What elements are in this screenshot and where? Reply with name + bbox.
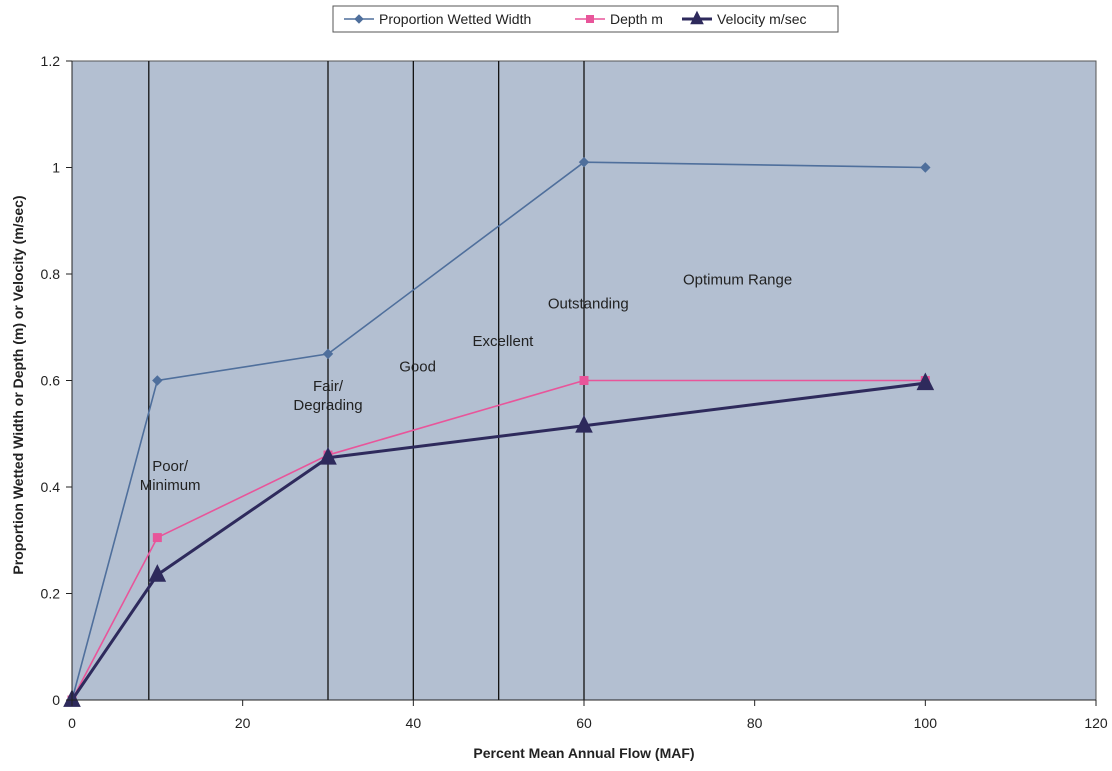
zone-label-2: Good [399,358,436,375]
y-axis: 0 0.2 0.4 0.6 0.8 1 1.2 [41,53,73,708]
x-axis-label: Percent Mean Annual Flow (MAF) [473,745,694,761]
zone-label-line: Outstanding [548,296,629,313]
legend-marker-1 [586,15,594,23]
data-point-0-4 [920,162,931,173]
zone-label-4: Outstanding [548,296,629,313]
x-tick-label: 0 [68,715,76,731]
data-point-2-2 [319,446,337,465]
legend-marker-2 [690,10,704,25]
data-point-2-3 [575,415,593,433]
x-tick-label: 80 [747,715,763,731]
x-tick-label: 120 [1084,715,1108,731]
x-tick-label: 100 [914,715,938,731]
data-point-0-2 [322,348,334,360]
zone-label-line: Good [399,358,436,375]
zone-label-0: Poor/Minimum [140,458,201,494]
y-tick-label: 0.2 [41,586,61,602]
zone-label-3: Excellent [472,333,534,350]
data-point-0-3 [578,156,590,168]
zone-label-line: Degrading [293,397,362,414]
zone-label-line: Minimum [140,477,201,494]
data-point-1-3 [579,376,589,385]
zone-divider-lines [148,61,585,700]
zone-annotations: Poor/Minimum Fair/Degrading Good Excellent O… [140,272,792,494]
zone-label-1: Fair/Degrading [293,378,362,414]
y-tick-label: 0.4 [41,479,61,495]
data-point-1-1 [152,533,162,543]
data-point-2-4 [916,372,935,391]
y-tick-label: 1 [52,160,60,176]
legend: Proportion Wetted Width Depth m Velocity m… [332,5,839,33]
data-point-2-1 [148,564,167,582]
zone-label-line: Fair/ [313,378,344,395]
legend-label-1: Depth m [610,11,663,27]
zone-label-line: Excellent [472,333,534,350]
x-axis: 0 20 40 60 80 100 120 [68,699,1108,731]
y-tick-label: 0.6 [41,373,61,389]
legend-label-2: Velocity m/sec [717,11,806,27]
y-tick-label: 1.2 [41,53,61,69]
zone-label-line: Poor/ [152,458,189,475]
series-group [63,156,935,707]
x-tick-label: 60 [576,715,592,731]
zone-label-5: Optimum Range [683,272,792,289]
series-2 [63,372,935,707]
x-tick-label: 20 [235,715,251,731]
legend-label-0: Proportion Wetted Width [379,11,531,27]
x-tick-label: 40 [406,715,422,731]
data-point-0-1 [152,375,163,386]
legend-marker-0 [354,14,364,24]
y-axis-label: Proportion Wetted Width or Depth (m) or … [10,195,26,574]
y-tick-label: 0.8 [41,266,61,282]
y-tick-label: 0 [52,692,60,708]
zone-label-line: Optimum Range [683,272,792,289]
